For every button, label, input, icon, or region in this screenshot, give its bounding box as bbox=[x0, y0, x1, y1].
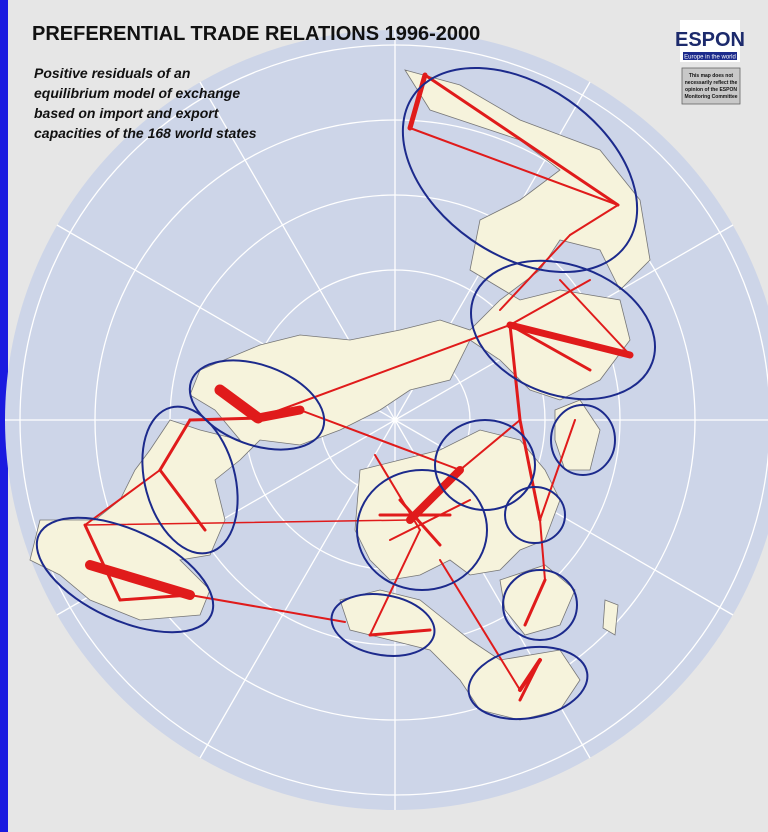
disclaimer-line: This map does not bbox=[689, 73, 734, 79]
logo-name: ESPON bbox=[675, 29, 745, 51]
logo: ESPON Europe in the world bbox=[675, 20, 745, 62]
subtitle-line: equilibrium model of exchange bbox=[34, 85, 240, 101]
disclaimer-line: opinion of the ESPON bbox=[685, 87, 737, 93]
subtitle-line: Positive residuals of an bbox=[34, 65, 190, 81]
side-bar bbox=[0, 0, 8, 832]
preference-regions bbox=[35, 66, 656, 721]
trade-links bbox=[83, 72, 634, 702]
title: PREFERENTIAL TRADE RELATIONS 1996-2000 bbox=[32, 23, 480, 45]
globe bbox=[5, 30, 768, 810]
disclaimer-line: necessarily reflect the bbox=[685, 80, 738, 86]
disclaimer: This map does not necessarily reflect th… bbox=[681, 67, 741, 105]
subtitle-line: based on import and export bbox=[34, 105, 220, 121]
subtitle-line: capacities of the 168 world states bbox=[34, 125, 257, 141]
disclaimer-line: Monitoring Committee bbox=[684, 94, 737, 100]
logo-tagline: Europe in the world bbox=[684, 55, 736, 61]
